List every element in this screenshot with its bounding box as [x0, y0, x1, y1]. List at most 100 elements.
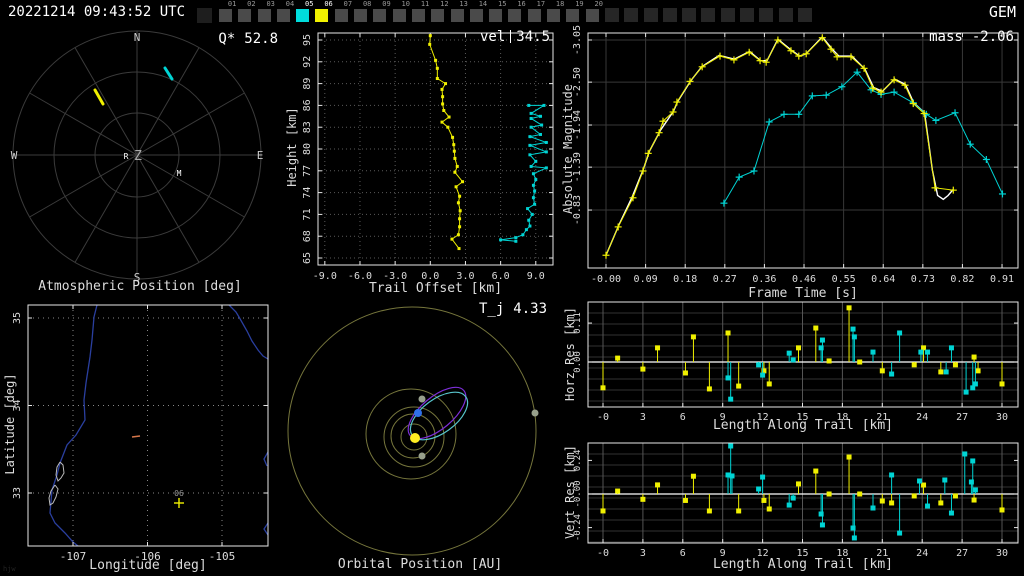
frame-square[interactable]: [643, 1, 662, 25]
frame-square-16[interactable]: 16: [507, 1, 526, 25]
svg-text:15: 15: [796, 412, 808, 423]
frame-square-label: 08: [362, 0, 372, 8]
atmospheric-position-caption: Atmospheric Position [deg]: [38, 279, 242, 294]
frame-square-box: [643, 8, 658, 22]
frame-square-09[interactable]: 09: [372, 1, 391, 25]
frame-square-box: [547, 9, 561, 22]
svg-text:0.55: 0.55: [832, 274, 856, 285]
velocity-value: 34.5: [516, 29, 550, 45]
frame-square-box: [315, 9, 329, 22]
frame-square-box: [238, 9, 252, 22]
svg-text:-107: -107: [60, 550, 87, 563]
svg-text:6.0: 6.0: [492, 271, 510, 282]
frame-square-17[interactable]: 17: [527, 1, 546, 25]
frame-square-08[interactable]: 08: [353, 1, 372, 25]
frame-square-label: 06: [324, 0, 333, 8]
utc-timestamp: 20221214 09:43:52 UTC: [8, 4, 186, 20]
frame-square-box: [219, 9, 232, 22]
svg-text:-0.83: -0.83: [572, 195, 583, 225]
frame-square-06[interactable]: 06: [314, 1, 333, 25]
frame-square-18[interactable]: 18: [546, 1, 565, 25]
frame-square-14[interactable]: 14: [469, 1, 488, 25]
frame-square[interactable]: [778, 1, 797, 25]
svg-text:-0: -0: [597, 548, 609, 559]
frame-square-10[interactable]: 10: [392, 1, 411, 25]
lightcurve-panel: -0.00 0.09 0.18 0.27 0.36 0.46 0.55 0.64 0.73 0.8…: [560, 25, 1024, 301]
frame-square-label: 01: [227, 0, 237, 8]
svg-text:9.0: 9.0: [527, 271, 545, 282]
frame-square-04[interactable]: 04: [276, 1, 295, 25]
frame-square-box: [373, 9, 387, 22]
frame-square-20[interactable]: 20: [585, 1, 604, 25]
svg-text:77: 77: [302, 165, 313, 177]
frame-square-label: 16: [517, 0, 526, 8]
svg-text:E: E: [257, 149, 264, 162]
frame-square[interactable]: [623, 1, 642, 25]
frame-square-label: 02: [247, 0, 256, 8]
svg-text:-3.0: -3.0: [383, 271, 407, 282]
frame-square-box: [296, 9, 310, 22]
height-profile-plot: -9.0 -6.0 -3.0 0.0 3.0 6.0 9.0 65 68 71 74 77 80 83 86…: [302, 32, 554, 282]
frame-square[interactable]: [194, 1, 218, 25]
svg-text:9: 9: [720, 548, 726, 559]
frame-square-label: 07: [343, 0, 353, 8]
frame-square-label: 20: [594, 0, 603, 8]
frame-square[interactable]: [700, 1, 719, 25]
ground-map-panel: 06 -107 -106 -105 33 34 35 Longitude [deg] Lat…: [0, 295, 280, 576]
vertical-residuals-plot: -0 3 6 9 12 15 18 21 24 27 30 0.24 -0.00 -0.24: [573, 442, 1019, 559]
frame-square-box: [392, 9, 406, 22]
horizontal-residuals-panel: -0 3 6 9 12 15 18 21 24 27 30 0.00 0.11 Length Along…: [560, 295, 1024, 440]
shower-code-badge: GEM: [988, 3, 1016, 21]
svg-text:24: 24: [916, 412, 928, 423]
frame-square-01[interactable]: 01: [218, 1, 237, 25]
frame-square-11[interactable]: 11: [411, 1, 430, 25]
svg-text:-3.05: -3.05: [572, 25, 583, 55]
frame-square-box: [585, 9, 599, 22]
frame-square-12[interactable]: 12: [430, 1, 449, 25]
frame-square-label: 10: [401, 0, 410, 8]
stat-divider: [510, 30, 512, 43]
frame-square-box: [489, 9, 503, 22]
svg-text:65: 65: [302, 252, 313, 264]
vert-res-axis-label: Vert Res [km]: [563, 445, 577, 539]
jupiter-orbit: [287, 306, 537, 556]
tisserand-stat: T_j 4.33: [479, 301, 547, 317]
frame-square[interactable]: [758, 1, 777, 25]
svg-text:86: 86: [302, 99, 313, 111]
svg-text:R: R: [124, 152, 129, 161]
orbital-position-panel: T_j 4.33 Orbital Position [AU]: [280, 295, 560, 576]
frame-square-box: [431, 9, 445, 22]
svg-text:21: 21: [876, 412, 888, 423]
frame-square[interactable]: [681, 1, 700, 25]
frame-square-03[interactable]: 03: [257, 1, 276, 25]
frame-square[interactable]: [662, 1, 681, 25]
frame-square-05[interactable]: 05: [295, 1, 314, 25]
frame-square[interactable]: [739, 1, 758, 25]
svg-text:18: 18: [836, 548, 848, 559]
frame-square[interactable]: [604, 1, 623, 25]
frame-square[interactable]: [720, 1, 739, 25]
velocity-stat: vel 34.5: [480, 29, 550, 45]
svg-text:-9.0: -9.0: [313, 271, 337, 282]
frame-square-07[interactable]: 07: [334, 1, 353, 25]
frame-square-label: 13: [459, 0, 468, 8]
frame-square-02[interactable]: 02: [237, 1, 256, 25]
svg-text:89: 89: [302, 78, 313, 90]
frame-square-15[interactable]: 15: [488, 1, 507, 25]
frame-square[interactable]: [797, 1, 816, 25]
q-star-stat: Q* 52.8: [218, 31, 278, 47]
frame-square-box: [276, 9, 290, 22]
earth-dot: [414, 409, 422, 417]
frame-square-19[interactable]: 19: [565, 1, 584, 25]
svg-text:-1.94: -1.94: [572, 110, 583, 140]
frame-square-13[interactable]: 13: [450, 1, 469, 25]
frame-square-box: [527, 9, 541, 22]
frame-square-box: [450, 9, 464, 22]
svg-text:83: 83: [302, 121, 313, 133]
latitude-axis-label: Latitude [deg]: [3, 373, 17, 475]
frame-square-label: 09: [382, 0, 391, 8]
height-profile-panel: -9.0 -6.0 -3.0 0.0 3.0 6.0 9.0 65 68 71 74 77 80 83 86…: [280, 25, 560, 300]
mass-label: mass: [929, 29, 963, 45]
length-along-trail-axis-label-2: Length Along Trail [km]: [712, 557, 893, 572]
